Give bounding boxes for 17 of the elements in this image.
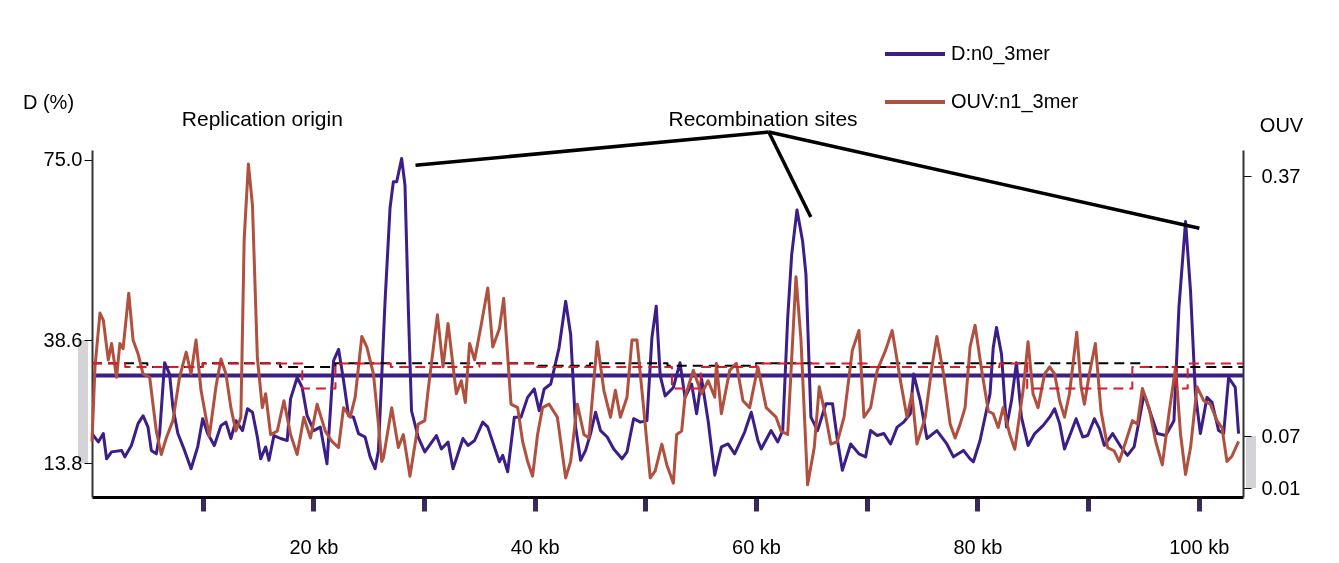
x-tick-label: 100 kb: [1169, 535, 1230, 558]
legend-label: D:n0_3mer: [951, 42, 1051, 65]
y2-tick-label: 0.07: [1261, 424, 1301, 447]
x-tick-label: 40 kb: [510, 535, 560, 558]
y-tick-label: 38.6: [43, 328, 83, 351]
text: Replication origin: [181, 107, 343, 130]
x-tick-label: 80 kb: [953, 535, 1003, 558]
text: Recombination sites: [668, 107, 858, 130]
x-tick-label: 60 kb: [732, 535, 782, 558]
y2-tick-label: 0.01: [1261, 476, 1301, 499]
y-axis-title: D (%): [22, 90, 75, 113]
legend-label: OUV:n1_3mer: [951, 90, 1079, 113]
y2-tick-label: 0.37: [1261, 164, 1301, 187]
y2-axis-title: OUV: [1259, 113, 1304, 136]
y-tick-label: 75.0: [43, 148, 83, 171]
y-tick-label: 13.8: [43, 451, 83, 474]
x-tick-label: 20 kb: [289, 535, 339, 558]
